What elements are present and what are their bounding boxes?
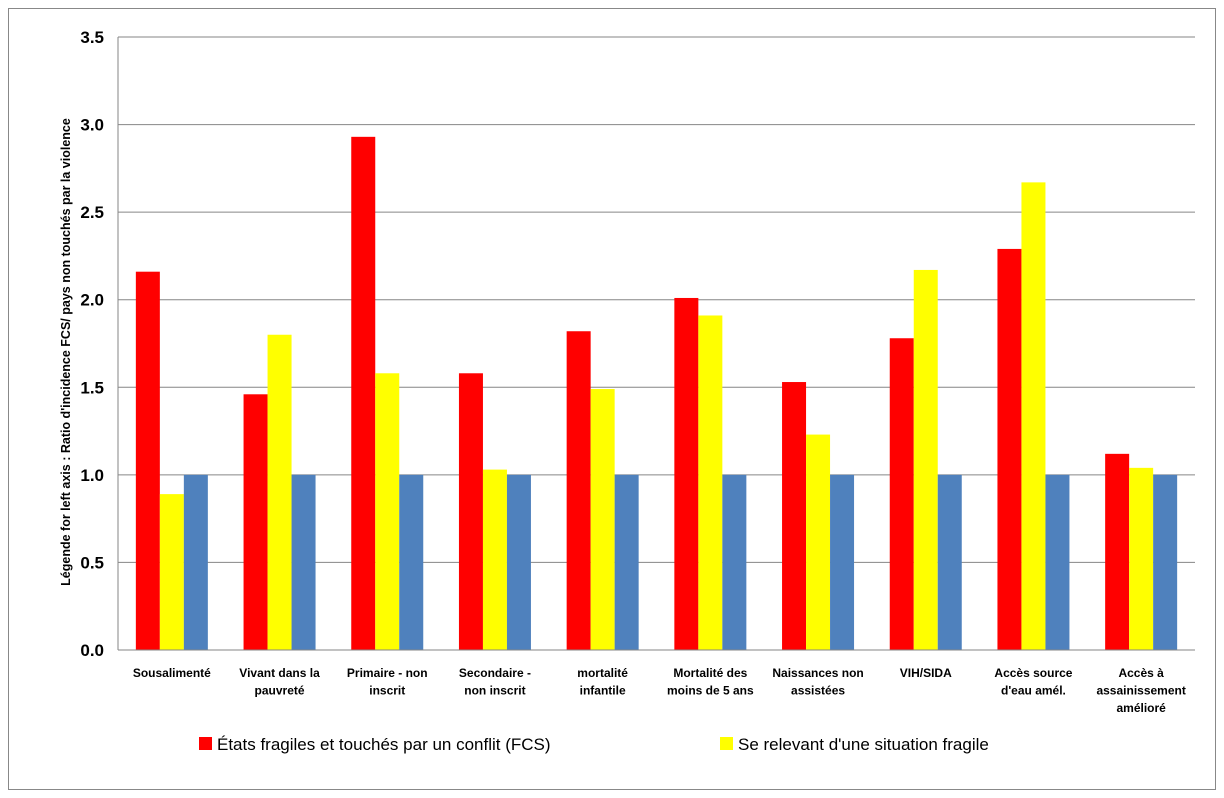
bar: [997, 248, 1022, 650]
category-label: Secondaire -non inscrit: [459, 666, 531, 698]
y-tick-label: 2.5: [80, 203, 104, 222]
bar: [722, 474, 747, 650]
category-label: VIH/SIDA: [900, 666, 952, 680]
y-axis-title: Légende for left axis : Ratio d'incidenc…: [59, 118, 73, 586]
category-label: Sousalimenté: [133, 666, 211, 680]
y-tick-label: 0.5: [80, 553, 104, 572]
y-tick-labels: 0.0 0.5 1.0 1.5 2.0 2.5 3.0 3.5: [80, 28, 104, 660]
y-tick-label: 3.0: [80, 116, 104, 135]
bar: [889, 338, 914, 650]
y-tick-label: 0.0: [80, 641, 104, 660]
bar: [482, 469, 507, 650]
bar: [782, 382, 807, 650]
category-label: Accès source d'eau amél.: [994, 666, 1072, 698]
bar: [291, 474, 316, 650]
bar: [937, 474, 962, 650]
y-tick-label: 2.0: [80, 291, 104, 310]
bar: [135, 271, 160, 650]
bar: [806, 434, 831, 650]
y-tick-label: 3.5: [80, 28, 104, 47]
legend-label: Se relevant d'une situation fragile: [738, 735, 989, 754]
bar: [351, 136, 376, 650]
legend-swatch: [199, 737, 212, 750]
bar: [159, 494, 184, 650]
category-label: Mortalité des moins de 5 ans: [667, 666, 754, 698]
bar: [375, 373, 400, 650]
bar: [267, 334, 292, 650]
bar: [1105, 453, 1130, 650]
axes: [117, 37, 1195, 651]
bar: [674, 297, 699, 650]
bar: [243, 394, 268, 650]
legend-label: États fragiles et touchés par un conflit…: [217, 735, 551, 754]
y-tick-label: 1.0: [80, 466, 104, 485]
bar: [590, 389, 615, 650]
category-label: mortalité infantile: [577, 666, 628, 698]
bar: [458, 373, 483, 650]
legend-swatch: [720, 737, 733, 750]
bar: [830, 474, 855, 650]
bar: [183, 474, 208, 650]
category-label: Vivant dans la pauvreté: [239, 666, 320, 698]
bar: [1129, 467, 1154, 650]
bar: [1021, 182, 1046, 650]
legend: États fragiles et touchés par un conflit…: [199, 735, 989, 754]
bar: [1153, 474, 1178, 650]
category-labels: Sousalimenté Vivant dans la pauvreté Primai…: [133, 666, 1186, 715]
bar: [698, 315, 723, 650]
bar: [913, 269, 938, 650]
bar: [1045, 474, 1070, 650]
category-label: Primaire - non inscrit: [347, 666, 428, 698]
category-label: Accès à assainissement amélioré: [1096, 666, 1185, 715]
bar: [399, 474, 424, 650]
bar: [614, 474, 639, 650]
bar: [506, 474, 531, 650]
bars: [135, 136, 1178, 650]
y-tick-label: 1.5: [80, 378, 104, 397]
category-label: Naissances non assistées: [772, 666, 863, 698]
bar: [566, 331, 591, 650]
